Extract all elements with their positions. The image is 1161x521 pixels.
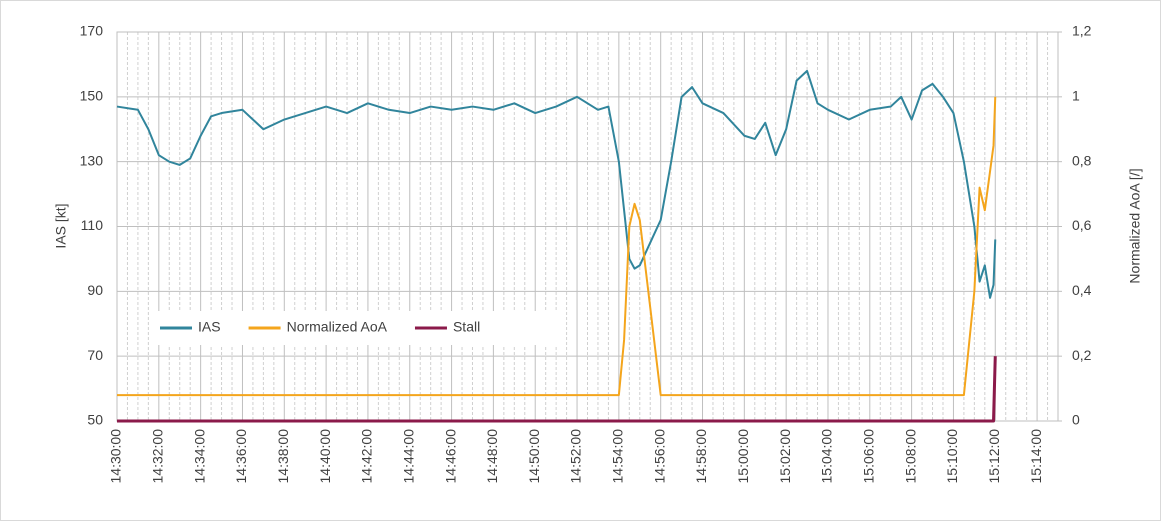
y-tick-label: 90 xyxy=(87,282,103,298)
y2-tick-label: 0,2 xyxy=(1072,347,1092,363)
y-tick-label: 130 xyxy=(80,152,104,168)
series-line xyxy=(117,356,997,423)
legend-label: IAS xyxy=(198,319,221,335)
x-tick-label: 15:00:00 xyxy=(735,429,751,484)
x-tick-label: 14:44:00 xyxy=(400,429,416,484)
x-tick-label: 14:40:00 xyxy=(317,429,333,484)
y2-tick-label: 1,2 xyxy=(1072,23,1092,39)
x-tick-label: 14:30:00 xyxy=(108,429,124,484)
x-tick-label: 15:14:00 xyxy=(1028,429,1044,484)
x-tick-label: 14:42:00 xyxy=(359,429,375,484)
x-tick-label: 15:04:00 xyxy=(819,429,835,484)
x-tick-label: 15:02:00 xyxy=(777,429,793,484)
x-tick-label: 15:12:00 xyxy=(986,429,1002,484)
x-tick-label: 14:52:00 xyxy=(568,429,584,484)
x-tick-label: 14:36:00 xyxy=(233,429,249,484)
x-tick-label: 14:56:00 xyxy=(651,429,667,484)
x-tick-label: 14:38:00 xyxy=(275,429,291,484)
x-tick-label: 14:48:00 xyxy=(484,429,500,484)
y2-tick-label: 1 xyxy=(1072,88,1080,104)
y-tick-label: 150 xyxy=(80,88,104,104)
y-tick-label: 110 xyxy=(81,217,104,233)
y-tick-label: 70 xyxy=(87,347,103,363)
legend-label: Stall xyxy=(453,319,480,335)
y2-tick-label: 0 xyxy=(1072,412,1080,428)
x-tick-label: 14:58:00 xyxy=(693,429,709,484)
y-tick-label: 170 xyxy=(80,23,104,39)
y2-tick-label: 0,8 xyxy=(1072,152,1092,168)
y2-tick-label: 0,6 xyxy=(1072,217,1092,233)
legend-label: Normalized AoA xyxy=(287,319,388,335)
x-tick-label: 15:06:00 xyxy=(861,429,877,484)
x-tick-label: 14:50:00 xyxy=(526,429,542,484)
x-tick-label: 14:34:00 xyxy=(191,429,207,484)
series-line xyxy=(116,69,997,299)
y2-axis-title: Normalized AoA [/] xyxy=(1127,168,1143,283)
legend: IAS Normalized AoA Stall xyxy=(150,311,560,345)
y2-tick-label: 0,4 xyxy=(1072,282,1092,298)
x-tick-label: 14:46:00 xyxy=(442,429,458,484)
legend-box xyxy=(150,311,560,345)
y-axis-title: IAS [kt] xyxy=(53,203,69,248)
x-tick-label: 15:08:00 xyxy=(902,429,918,484)
series-line xyxy=(117,96,997,397)
x-tick-label: 15:10:00 xyxy=(944,429,960,484)
x-tick-label: 14:54:00 xyxy=(610,429,626,484)
y-tick-label: 50 xyxy=(87,412,103,428)
x-tick-label: 14:32:00 xyxy=(150,429,166,484)
